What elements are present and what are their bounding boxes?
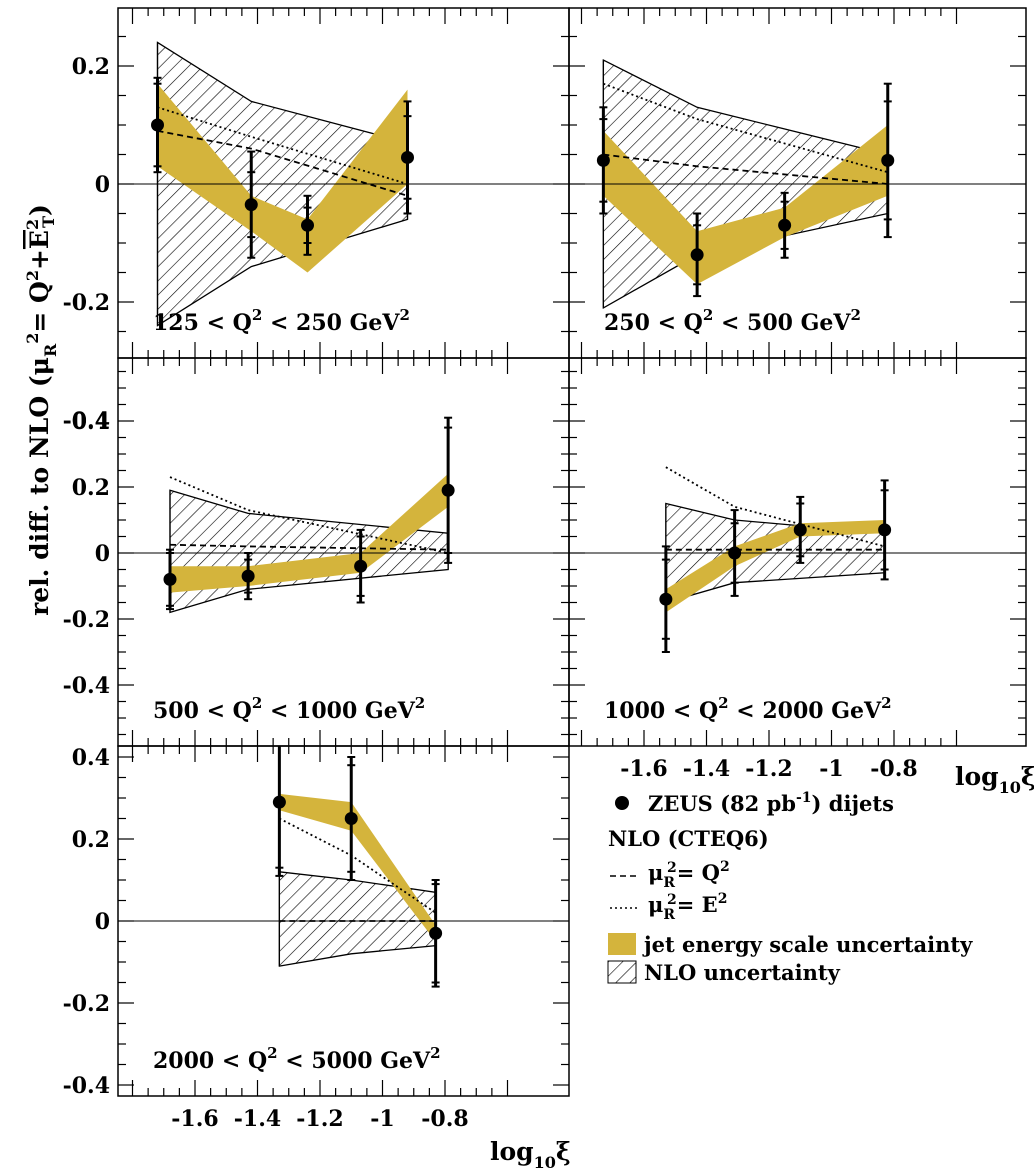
jes-uncertainty-band (279, 793, 436, 942)
data-point (690, 248, 704, 262)
y-tick-label: 0 (95, 541, 110, 567)
nlo-uncertainty-band (169, 489, 449, 614)
data-point (401, 150, 414, 164)
mu-et-curve (169, 476, 449, 554)
x-tick-label: -1.4 (234, 1106, 281, 1132)
legend-jes-label: jet energy scale uncertainty (642, 932, 973, 957)
data-point (163, 572, 177, 586)
y-tick-label: 0.4 (72, 745, 110, 771)
mu-q2-curve (603, 153, 888, 185)
q2-range-label: 1000 < Q2 < 2000 GeV2 (604, 694, 892, 724)
x-tick-label: -1 (370, 1106, 394, 1132)
y-tick-label: -0.2 (63, 607, 110, 633)
y-tick-label: 0.2 (72, 475, 110, 501)
panel-frame (568, 357, 1027, 747)
panel-2: 250 < Q2 < 500 GeV2 (568, 7, 1027, 359)
data-point (881, 153, 895, 167)
y-tick-label: 0.2 (72, 827, 110, 853)
jes-uncertainty-band (665, 520, 885, 613)
panel-plot-area (569, 59, 1026, 310)
panel-4: 1000 < Q2 < 2000 GeV2 (568, 357, 1027, 747)
mu-q2-curve (169, 543, 449, 551)
panel-3: 500 < Q2 < 1000 GeV2 (117, 357, 570, 747)
x-tick-label: -1.6 (620, 756, 667, 782)
x-tick-label: -1.2 (296, 1106, 343, 1132)
legend-nlo-header: NLO (CTEQ6) (608, 826, 769, 851)
data-point (344, 812, 358, 825)
panel-plot-area (118, 416, 569, 614)
legend-mu-et-label: μR2= E2 (648, 891, 727, 923)
x-tick-label: -1 (819, 756, 843, 782)
data-point (659, 592, 673, 606)
data-point (354, 559, 368, 573)
data-point (272, 795, 286, 809)
data-point (241, 569, 255, 583)
data-point (151, 118, 164, 132)
legend-mu-q2-label: μR2= Q2 (648, 859, 730, 891)
x-axis-title-right: log10ξ (955, 762, 1034, 797)
x-tick-label: -1.4 (683, 756, 730, 782)
y-tick-label: 0 (95, 909, 110, 935)
legend-jes-swatch (608, 933, 636, 955)
panel-plot-area (118, 41, 569, 327)
q2-range-label: 2000 < Q2 < 5000 GeV2 (153, 1044, 441, 1074)
jes-uncertainty-band (170, 473, 449, 593)
q2-range-label: 125 < Q2 < 250 GeV2 (153, 306, 410, 336)
panels-group: 125 < Q2 < 250 GeV2 -0.4 -0.2 0 0.2 0.4 250 < … (63, 7, 1027, 1132)
panel-5: 2000 < Q2 < 5000 GeV2 (117, 745, 570, 1097)
mu-et-curve (665, 466, 885, 548)
legend-data-marker (615, 796, 629, 810)
data-point (878, 523, 892, 537)
nlo-uncertainty-band (278, 871, 437, 967)
y-tick-label: -0.4 (63, 1073, 110, 1099)
data-point (793, 523, 807, 537)
y-tick-label: 0 (95, 172, 110, 198)
x-axis-title-bottom: log10ξ (490, 1137, 571, 1171)
y-tick-label: -0.2 (63, 290, 110, 316)
data-point (728, 546, 742, 560)
x-tick-label: -1.6 (171, 1106, 218, 1132)
jes-uncertainty-band (603, 125, 888, 285)
y-tick-label: 0.4 (72, 409, 110, 435)
jes-uncertainty-band (157, 83, 408, 273)
x-tick-label: -1.2 (745, 756, 792, 782)
data-point (301, 218, 314, 232)
legend: ZEUS (82 pb-1) dijets NLO (CTEQ6) μR2= Q… (607, 790, 973, 985)
y-tick-label: -0.2 (63, 991, 110, 1017)
q2-range-label: 250 < Q2 < 500 GeV2 (604, 306, 861, 336)
y-tick-label: 0.2 (72, 54, 110, 80)
q2-range-label: 500 < Q2 < 1000 GeV2 (153, 694, 425, 724)
data-point (596, 153, 610, 167)
legend-nlo-unc-label: NLO uncertainty (644, 960, 841, 985)
data-point (778, 218, 792, 232)
x-tick-label: -0.8 (870, 756, 917, 782)
legend-data-label: ZEUS (82 pb-1) dijets (648, 790, 894, 816)
mu-q2-curve (157, 130, 408, 197)
y-tick-label: -0.4 (63, 673, 110, 699)
panel-plot-area (118, 746, 569, 988)
data-point (441, 483, 455, 497)
y-axis-title: rel. diff. to NLO (μR2= Q2+E2T) (23, 204, 60, 616)
data-point (429, 926, 443, 940)
mu-et-curve (603, 82, 888, 174)
panel-plot-area (569, 466, 1026, 653)
y-tick-label: -0.4 (63, 408, 110, 434)
x-tick-label: -0.8 (421, 1106, 468, 1132)
data-point (244, 198, 258, 212)
panel-1: 125 < Q2 < 250 GeV2 (117, 7, 570, 359)
legend-nlo-swatch (607, 960, 637, 984)
